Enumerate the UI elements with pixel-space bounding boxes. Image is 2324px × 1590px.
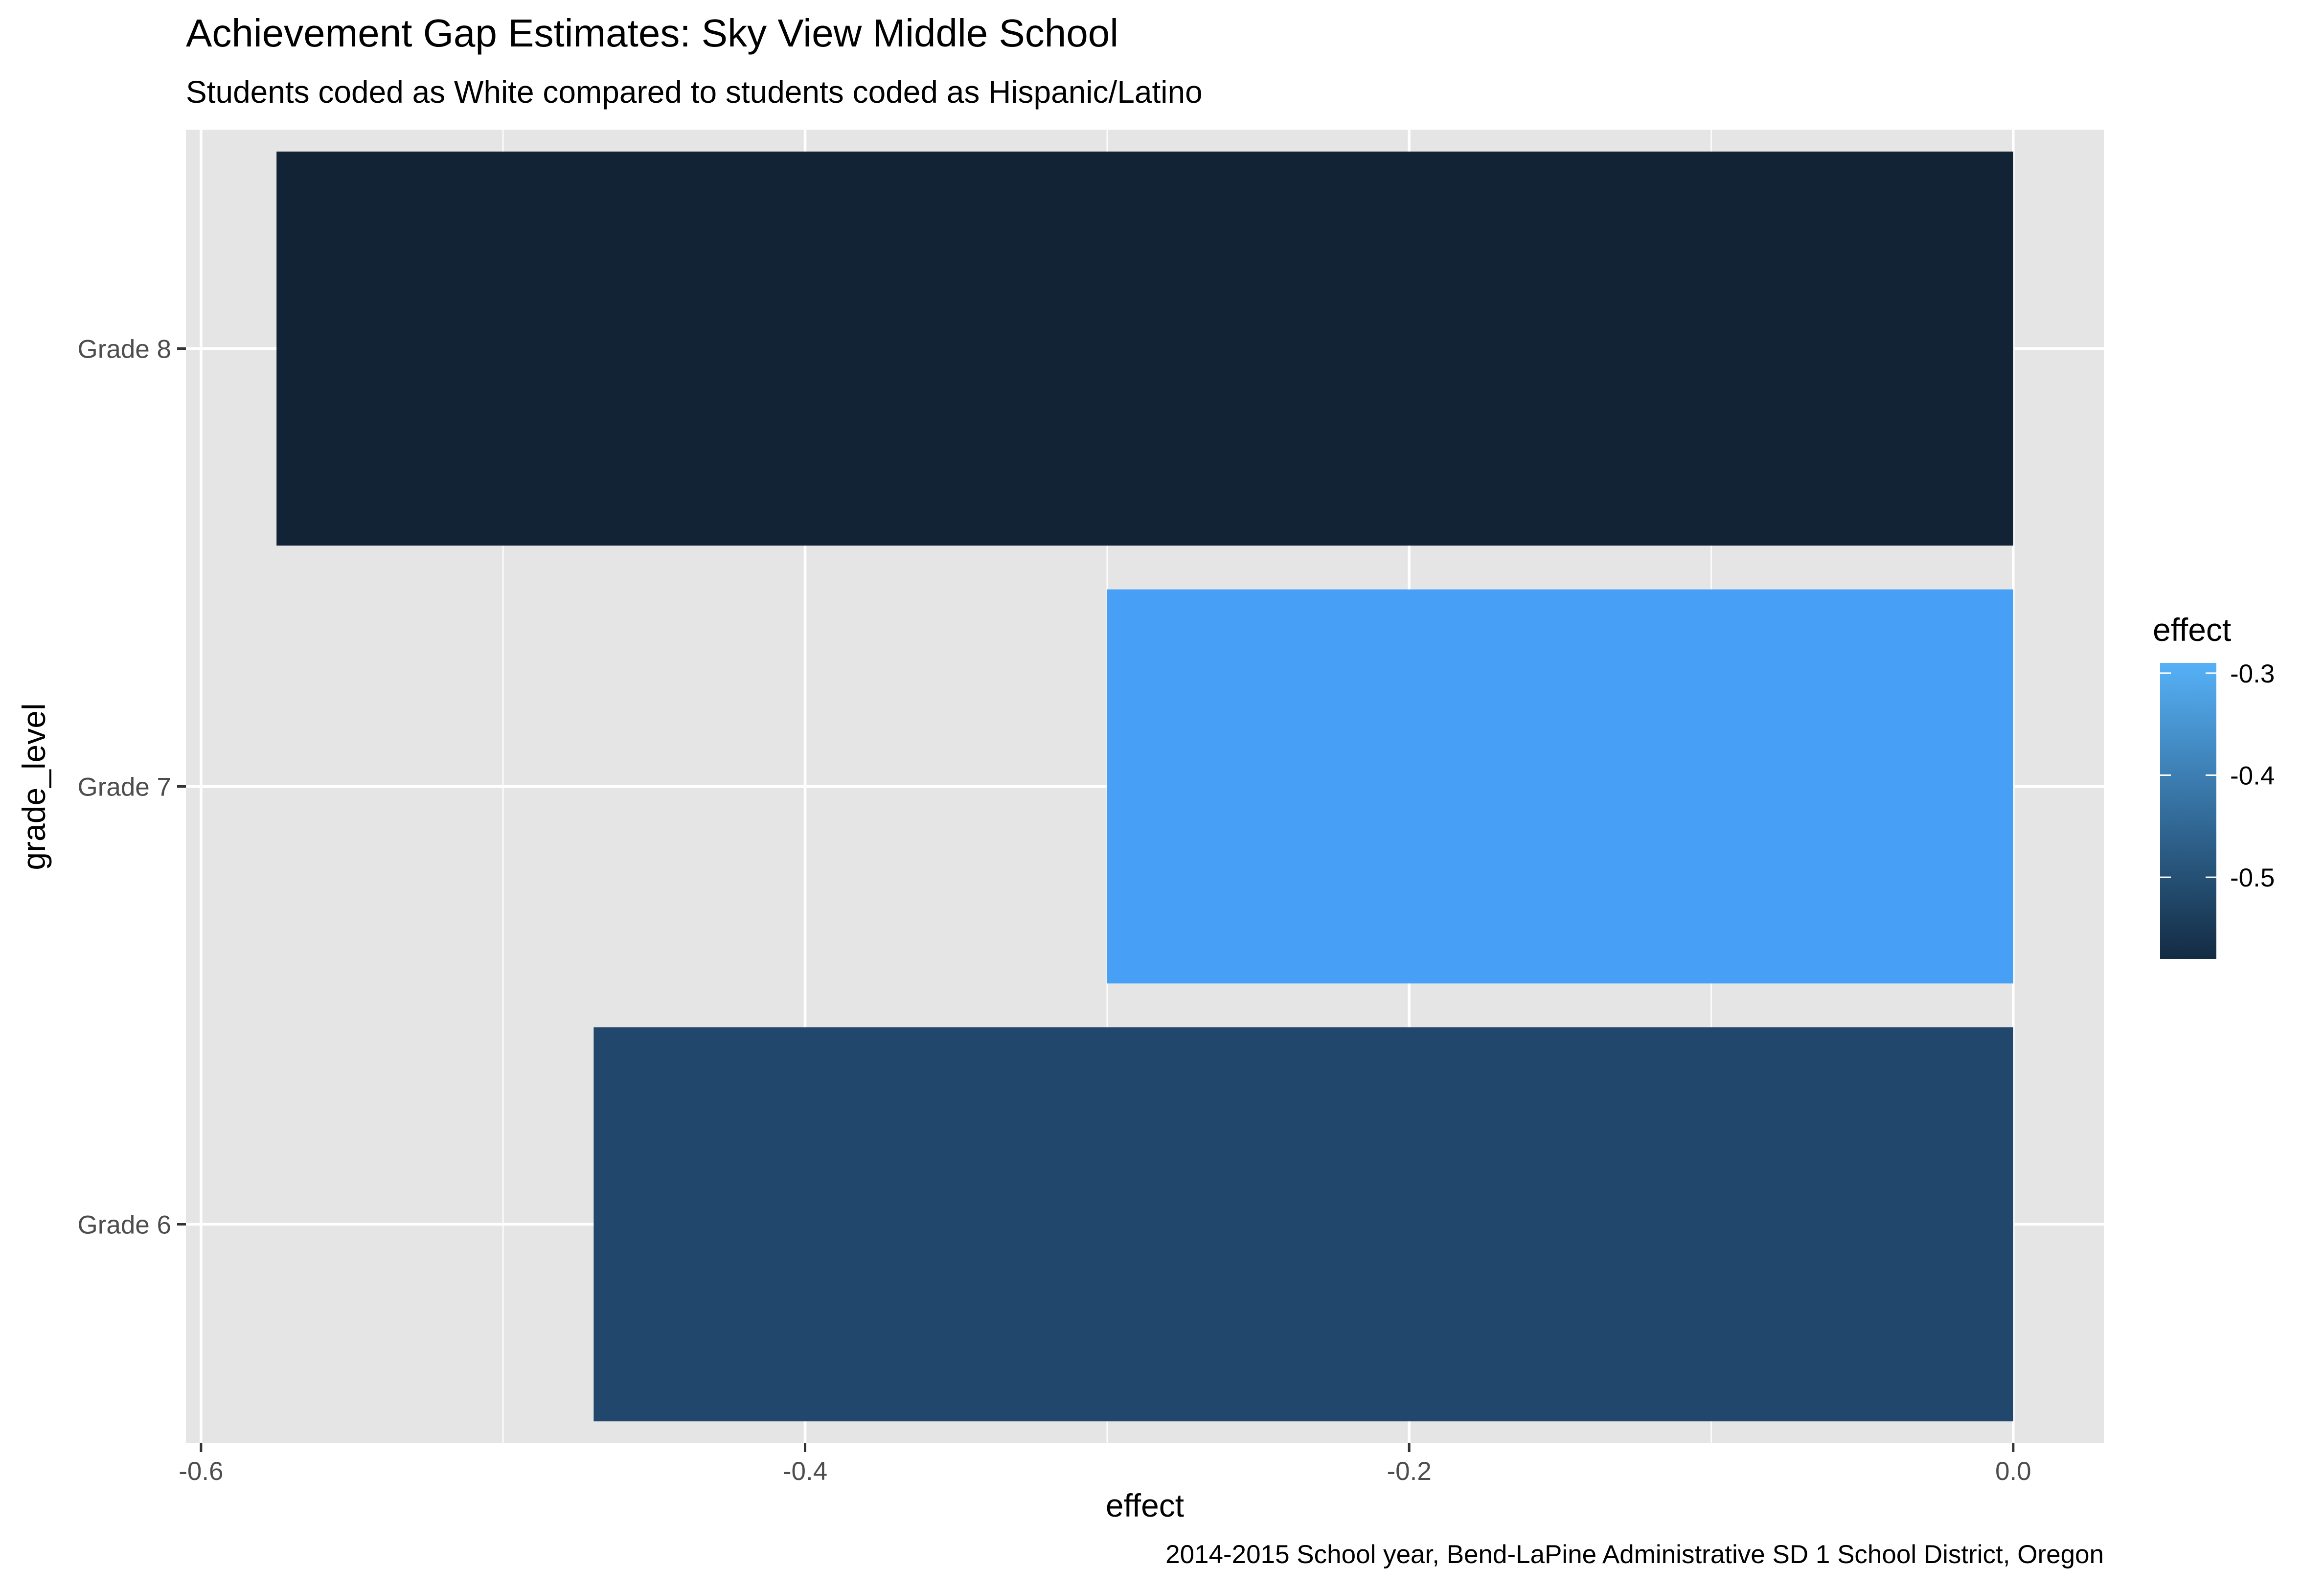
chart-subtitle: Students coded as White compared to stud…: [186, 74, 1203, 110]
y-axis-ticks: Grade 6 Grade 7 Grade 8: [77, 335, 186, 1240]
bar-grade-8: [276, 151, 2013, 546]
bars: [276, 151, 2013, 1422]
y-tick-label: Grade 8: [77, 335, 171, 364]
x-tick-label: -0.2: [1387, 1457, 1431, 1486]
x-tick-label: -0.4: [783, 1457, 827, 1486]
x-axis-ticks: -0.6 -0.4 -0.2 0.0: [179, 1443, 2031, 1486]
chart-caption: 2014-2015 School year, Bend-LaPine Admin…: [1165, 1540, 2104, 1569]
chart-title: Achievement Gap Estimates: Sky View Midd…: [186, 11, 1118, 55]
legend-tick-label: -0.5: [2230, 863, 2275, 892]
x-tick-label: 0.0: [1995, 1457, 2031, 1486]
legend: effect -0.5 -0.4 -0.3: [2153, 612, 2275, 959]
bar-grade-6: [593, 1027, 2013, 1422]
y-tick-label: Grade 7: [77, 773, 171, 802]
y-tick-label: Grade 6: [77, 1211, 171, 1240]
legend-title: effect: [2153, 612, 2231, 648]
x-tick-label: -0.6: [179, 1457, 223, 1486]
y-axis-title: grade_level: [16, 703, 52, 870]
legend-colorbar: [2160, 663, 2216, 959]
legend-ticks: -0.5 -0.4 -0.3: [2160, 659, 2275, 892]
x-axis-title: effect: [1106, 1487, 1184, 1523]
bar-grade-7: [1107, 589, 2013, 984]
legend-tick-label: -0.4: [2230, 761, 2275, 790]
legend-tick-label: -0.3: [2230, 659, 2275, 688]
